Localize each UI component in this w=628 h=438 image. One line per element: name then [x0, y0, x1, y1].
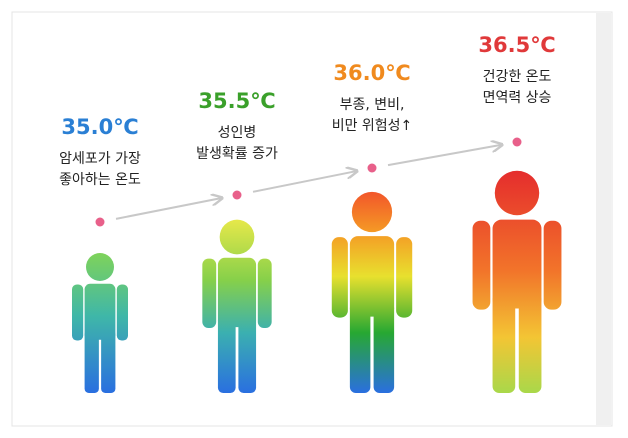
temperature: 36.5℃	[478, 33, 555, 57]
person	[472, 170, 562, 393]
person-head	[351, 191, 393, 233]
person-part	[492, 219, 542, 309]
description: 암세포가 가장	[59, 151, 141, 167]
person-part	[492, 293, 516, 393]
person-part	[202, 258, 217, 328]
person-part	[543, 220, 562, 310]
card-edge	[596, 13, 611, 425]
person-head	[86, 253, 114, 281]
arrow	[115, 198, 221, 220]
dot	[95, 217, 105, 227]
person-part	[518, 293, 542, 393]
person-part	[84, 330, 99, 393]
person-part	[101, 330, 116, 393]
person-part	[349, 236, 395, 317]
person-part	[257, 258, 272, 328]
description: 좋아하는 온도	[59, 172, 141, 188]
person-part	[217, 315, 236, 393]
description: 건강한 온도	[483, 69, 552, 85]
person-part	[373, 302, 395, 393]
dot	[367, 163, 377, 173]
arrow	[252, 171, 356, 193]
person-part	[217, 257, 257, 328]
person-part	[396, 237, 413, 318]
person	[72, 253, 128, 393]
temperature: 35.5℃	[198, 89, 275, 113]
person-part	[472, 220, 491, 310]
dot	[512, 137, 522, 147]
temperature: 36.0℃	[333, 61, 410, 85]
description: 면역력 상승	[483, 90, 552, 106]
person-head	[494, 170, 540, 216]
arrow	[387, 145, 501, 167]
person-head	[219, 219, 255, 255]
person-part	[349, 302, 371, 393]
description: 비만 위험성↑	[332, 118, 413, 134]
person-part	[238, 315, 257, 393]
person	[202, 219, 272, 393]
description: 발생확률 증가	[196, 146, 278, 162]
person-part	[331, 237, 348, 318]
temperature: 35.0℃	[61, 115, 138, 139]
description: 부종, 변비,	[340, 97, 405, 113]
person-part	[84, 283, 116, 340]
description: 성인병	[218, 125, 257, 141]
dot	[232, 190, 242, 200]
person-part	[72, 284, 84, 341]
person	[331, 191, 413, 393]
person-part	[116, 284, 128, 341]
